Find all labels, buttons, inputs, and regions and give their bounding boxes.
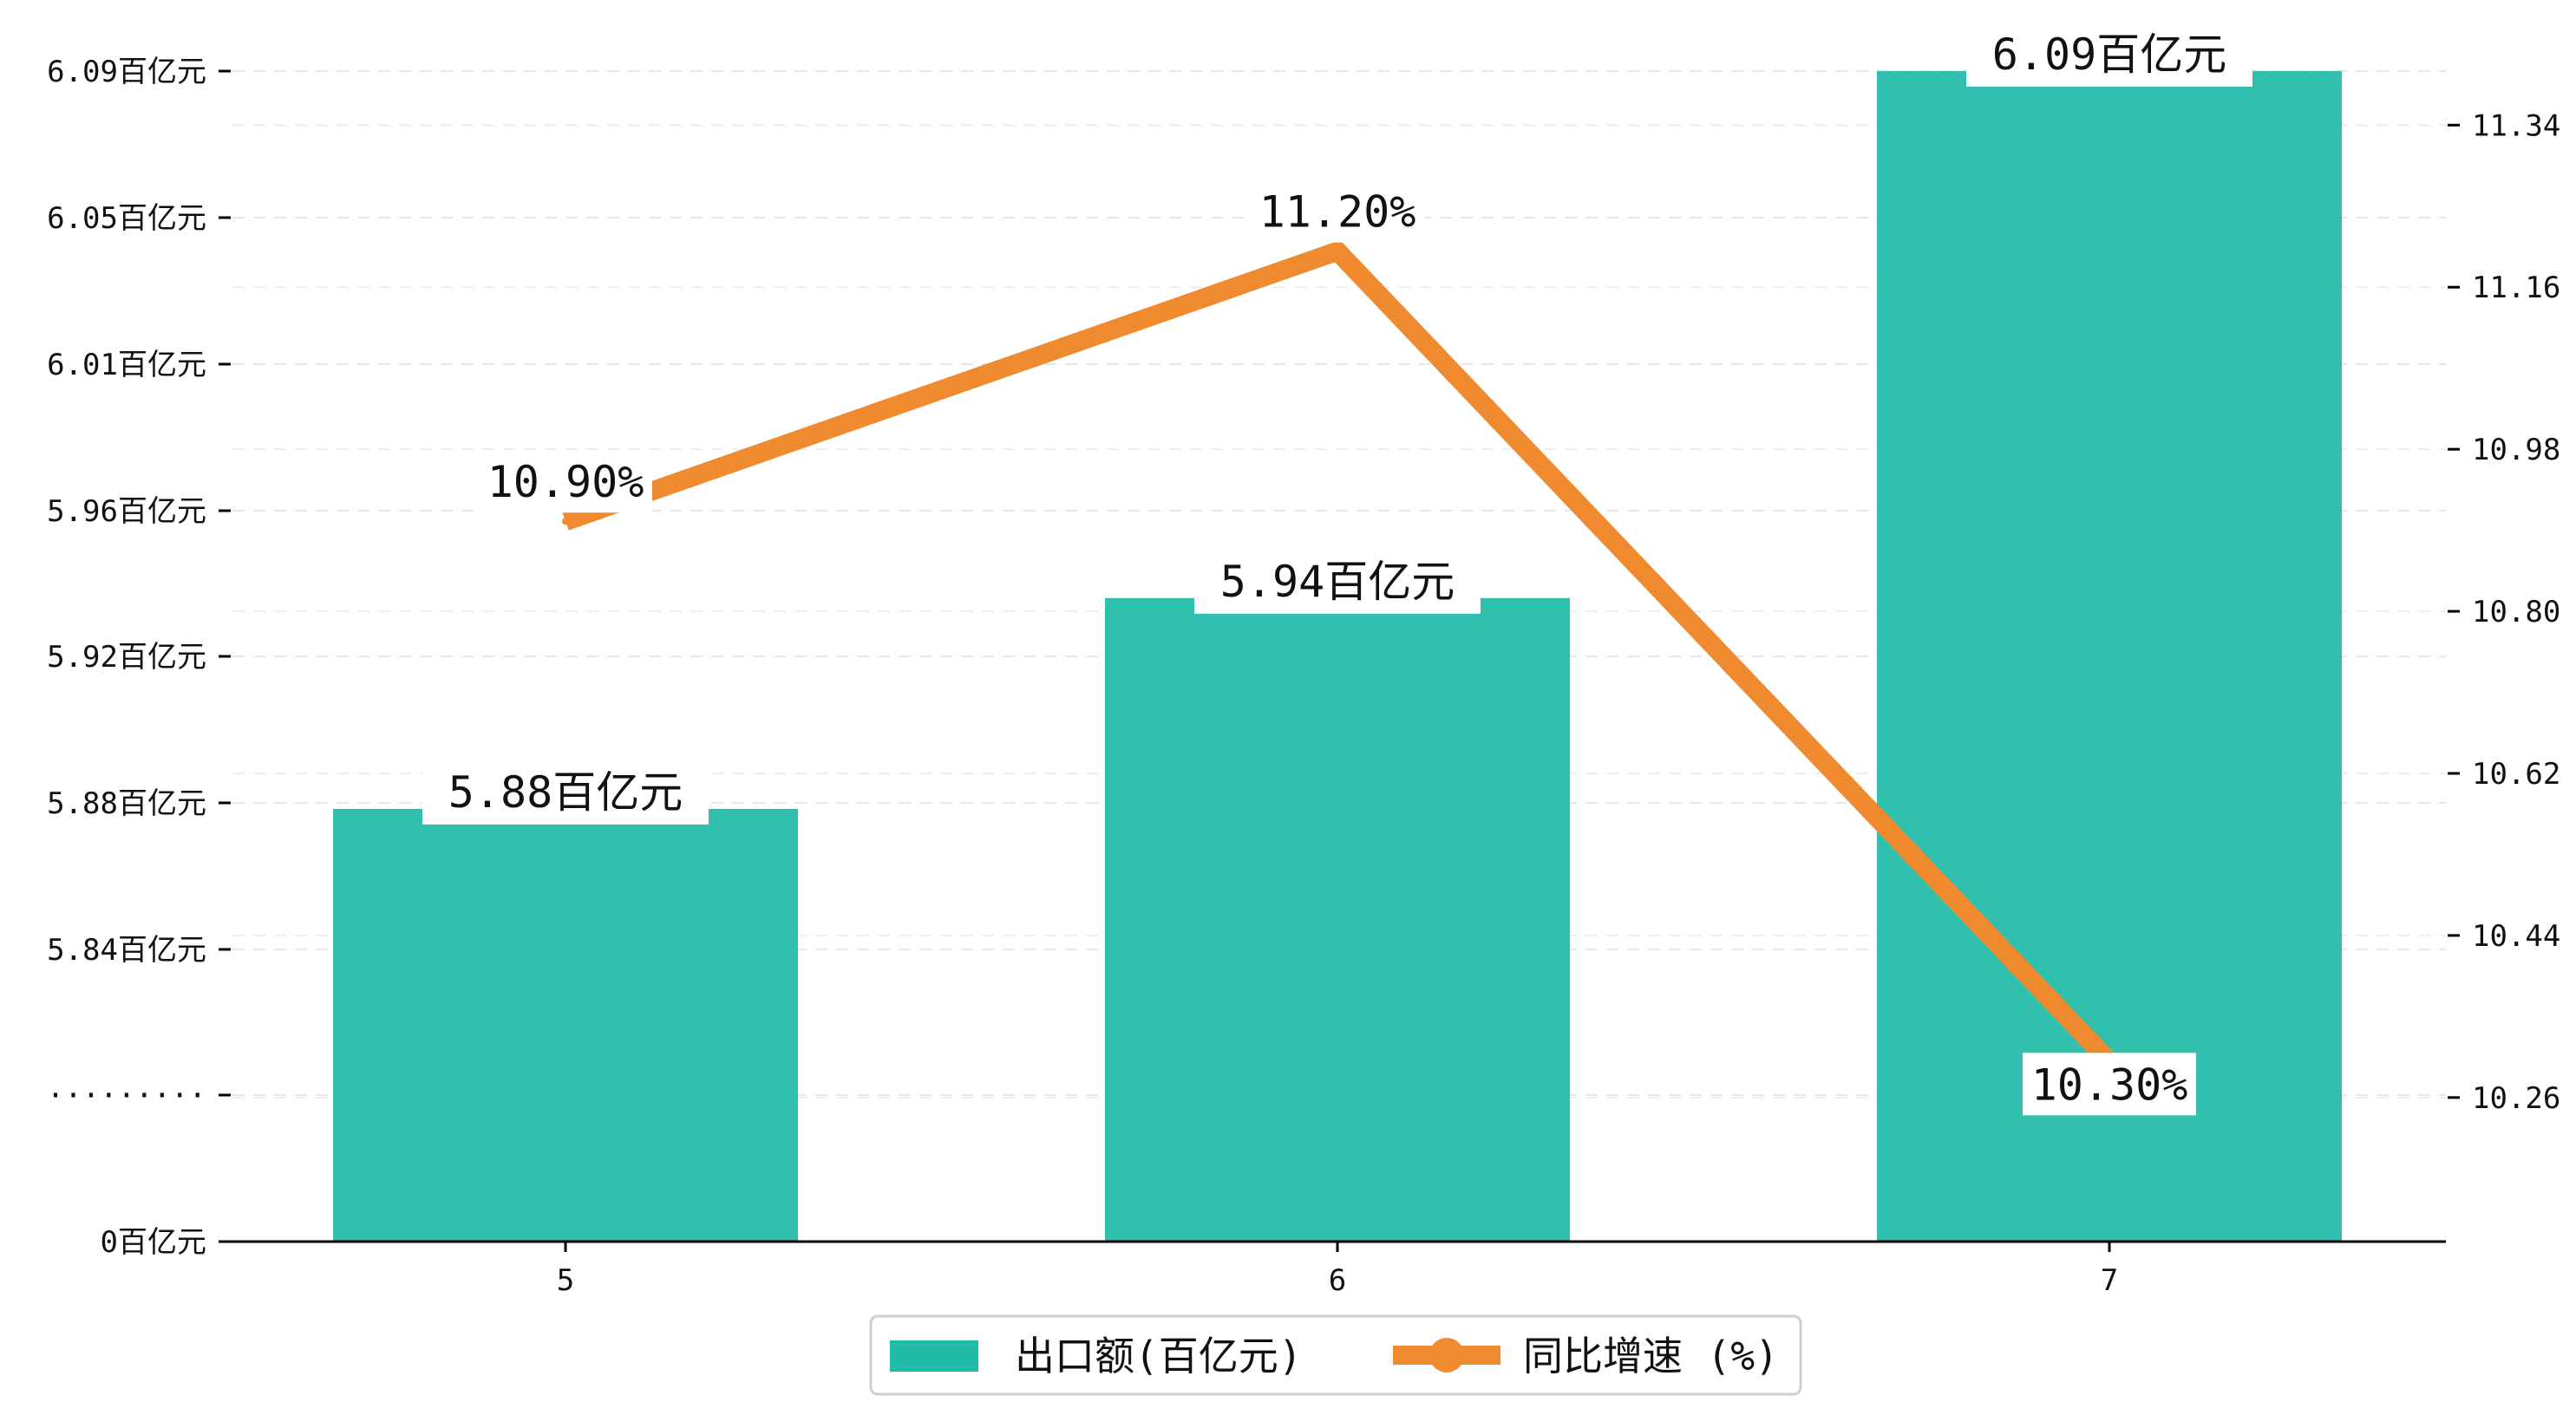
bar-value-label-6: 5.94百亿元 — [1220, 557, 1455, 607]
data-labels: 5.88百亿元 5.94百亿元 6.09百亿元 10.90% 11.20% 10.30% — [422, 24, 2252, 1116]
left-tick-label-3: 5.88百亿元 — [47, 786, 206, 821]
bar-7 — [1877, 71, 2342, 1242]
bar-value-box-6 — [1194, 551, 1481, 614]
left-tick-label-1: ········· — [47, 1079, 206, 1113]
right-tick-label-4: 10.98 — [2472, 433, 2560, 467]
legend-box — [869, 1314, 1802, 1396]
bar-6 — [1105, 597, 1570, 1242]
line-value-box-6 — [1251, 179, 1424, 243]
bar-value-box-7 — [1966, 24, 2252, 87]
x-tick-label-6: 6 — [1329, 1263, 1346, 1298]
left-tick-label-6: 6.01百亿元 — [47, 348, 206, 382]
bar-5 — [333, 808, 798, 1242]
bar-value-box-5 — [422, 761, 709, 825]
right-tick-label-3: 10.80 — [2472, 595, 2560, 629]
line-value-box-5 — [479, 450, 652, 513]
x-tick-label-7: 7 — [2101, 1263, 2118, 1298]
legend-label-bar: 出口额(百亿元) — [1015, 1333, 1302, 1379]
left-tick-label-5: 5.96百亿元 — [47, 494, 206, 529]
right-tick-label-0: 10.26 — [2472, 1081, 2560, 1116]
line-value-box-7 — [2023, 1053, 2196, 1116]
right-tick-label-6: 11.34 — [2472, 108, 2560, 143]
line-value-label-5: 10.90% — [487, 457, 644, 507]
legend-swatch-bar — [890, 1340, 978, 1372]
legend-swatch-marker — [1429, 1338, 1464, 1373]
line-point-5 — [562, 518, 569, 525]
bar-value-label-7: 6.09百亿元 — [1992, 29, 2226, 80]
left-tick-label-4: 5.92百亿元 — [47, 640, 206, 675]
right-tick-label-2: 10.62 — [2472, 757, 2560, 792]
x-tick-label-5: 5 — [557, 1263, 574, 1298]
left-tick-label-7: 6.05百亿元 — [47, 201, 206, 236]
legend-label-line: 同比增速 (%) — [1523, 1333, 1779, 1379]
line-point-6 — [1334, 247, 1341, 255]
line-value-label-6: 11.20% — [1259, 187, 1416, 238]
bar-value-label-5: 5.88百亿元 — [448, 767, 683, 818]
right-tick-label-1: 10.44 — [2472, 919, 2560, 954]
left-tick-label-0: 0百亿元 — [101, 1225, 206, 1260]
left-tick-label-2: 5.84百亿元 — [47, 933, 206, 968]
left-tick-label-8: 6.09百亿元 — [47, 55, 206, 89]
legend: 出口额(百亿元) 同比增速 (%) — [869, 1314, 1802, 1396]
bar-series — [333, 71, 2342, 1242]
line-value-label-7: 10.30% — [2031, 1060, 2188, 1110]
axes: 0百亿元 ········· 5.84百亿元 5.88百亿元 5.92百亿元 5.96百亿… — [47, 55, 2561, 1298]
right-tick-label-5: 11.16 — [2472, 271, 2560, 305]
